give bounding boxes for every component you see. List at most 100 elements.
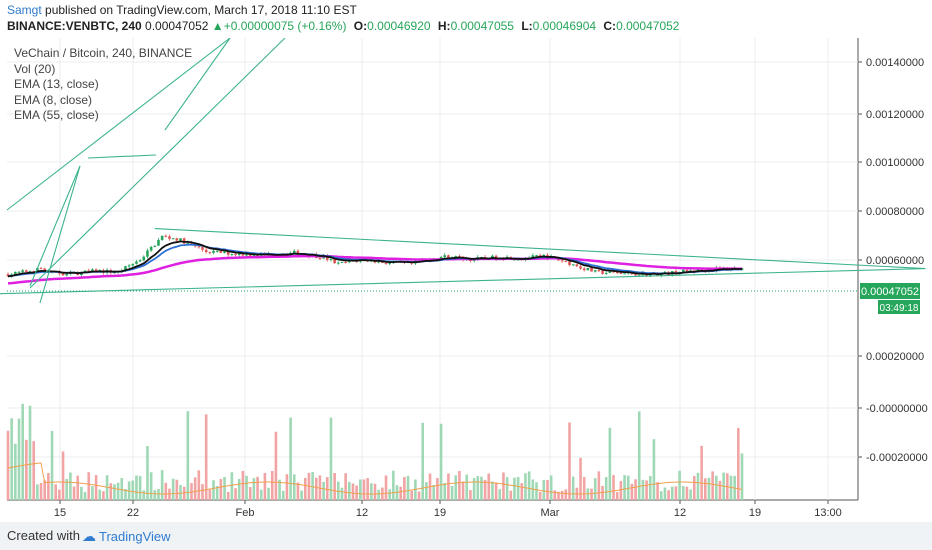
candle-body xyxy=(579,266,582,269)
y-tick-label: 0.00080000 xyxy=(866,206,924,218)
volume-bar xyxy=(472,478,476,500)
candle-body xyxy=(568,261,571,265)
candle-body xyxy=(142,256,146,261)
volume-bar xyxy=(568,422,571,500)
volume-bar xyxy=(399,486,402,500)
volume-bar xyxy=(373,483,377,500)
candle-body xyxy=(245,253,248,256)
volume-bar xyxy=(685,486,689,500)
volume-bar xyxy=(487,473,491,500)
volume-bar xyxy=(344,473,347,500)
price-chart[interactable]: 0.00140000 0.00120000 0.00100000 0.00080000… xyxy=(0,38,932,522)
candle-body xyxy=(186,242,190,244)
volume-bar xyxy=(696,472,700,500)
volume-bar xyxy=(259,489,263,500)
volume-bar xyxy=(230,472,234,500)
volume-bar xyxy=(201,484,204,500)
y-tick-label: 0.00100000 xyxy=(866,157,924,169)
volume-bar xyxy=(447,473,450,500)
candle-body xyxy=(542,254,546,256)
volume-bar xyxy=(513,477,516,500)
volume-bar xyxy=(237,478,241,500)
volume-bar xyxy=(355,485,358,500)
x-tick-label: 15 xyxy=(54,507,66,519)
fan-line xyxy=(164,38,231,131)
candle-body xyxy=(197,246,201,248)
volume-bar xyxy=(590,488,593,500)
volume-bar xyxy=(153,490,157,500)
x-tick-label: 12 xyxy=(674,507,686,519)
volume-bar xyxy=(182,486,186,500)
candle-body xyxy=(252,255,256,257)
publish-line: Samgt published on TradingView.com, Marc… xyxy=(7,3,357,17)
y-tick-label: 0.00060000 xyxy=(866,255,924,267)
volume-bar xyxy=(615,491,619,500)
x-tick-label: Feb xyxy=(236,507,255,519)
volume-bar xyxy=(146,446,149,500)
candle-body xyxy=(138,260,142,262)
volume-bar xyxy=(325,477,329,500)
volume-bar xyxy=(359,479,362,500)
low-value: 0.00046904 xyxy=(532,19,597,33)
volume-bar xyxy=(494,482,498,500)
volume-bar xyxy=(6,430,10,500)
fan-line xyxy=(29,38,286,289)
candle-body xyxy=(226,251,230,255)
volume-bar xyxy=(263,472,267,500)
volume-bar xyxy=(659,491,663,500)
fan-line xyxy=(87,154,157,159)
volume-bar xyxy=(43,480,46,500)
author-link[interactable]: Samgt xyxy=(7,3,42,17)
high-value: 0.00047055 xyxy=(450,19,514,33)
volume-bar xyxy=(47,473,50,500)
volume-bar xyxy=(520,483,524,500)
fan-line xyxy=(6,38,231,211)
candle-body xyxy=(234,253,237,255)
volume-bar xyxy=(17,418,21,500)
volume-bar xyxy=(608,427,612,500)
volume-bar xyxy=(715,475,718,500)
study-legend: VeChain / Bitcoin, 240, BINANCE Vol (20)… xyxy=(14,46,192,124)
volume-bar xyxy=(311,472,314,500)
volume-bar xyxy=(498,489,502,500)
volume-bar xyxy=(292,474,296,500)
candle-body xyxy=(615,272,619,274)
candle-body xyxy=(135,261,138,264)
volume-bar xyxy=(553,490,557,500)
volume-bar xyxy=(737,428,740,500)
candle-body xyxy=(43,268,46,272)
tradingview-logo[interactable]: ☁ TradingView xyxy=(82,528,171,545)
candle-body xyxy=(149,246,153,251)
volume-bar xyxy=(370,483,373,500)
volume-bar xyxy=(164,482,168,500)
candle-body xyxy=(61,273,65,276)
y-tick-label: 0.00120000 xyxy=(866,109,924,121)
volume-bar xyxy=(425,482,428,500)
volume-bar xyxy=(612,475,615,500)
volume-bar xyxy=(505,477,509,500)
legend-symbol: VeChain / Bitcoin, 240, BINANCE xyxy=(14,46,193,60)
legend-ema13: EMA (13, close) xyxy=(14,77,99,91)
volume-bar xyxy=(443,483,447,500)
volume-bar xyxy=(546,479,549,500)
candle-body xyxy=(237,253,241,255)
candle-body xyxy=(212,250,215,253)
volume-bar xyxy=(274,431,278,500)
volume-bar xyxy=(645,480,648,500)
legend-ema55: EMA (55, close) xyxy=(14,108,99,122)
last-price: 0.00047052 xyxy=(145,19,209,33)
candle-body xyxy=(113,272,116,274)
candle-body xyxy=(91,269,94,272)
candle-body xyxy=(388,262,391,264)
volume-bar xyxy=(652,439,656,500)
volume-bar xyxy=(241,470,245,500)
candle-body xyxy=(560,260,564,262)
candle-body xyxy=(571,264,575,266)
volume-bar xyxy=(531,479,535,500)
volume-bar xyxy=(392,470,395,500)
volume-bar xyxy=(406,475,410,500)
volume-bar xyxy=(91,486,94,500)
volume-bar xyxy=(226,491,230,500)
volume-bar xyxy=(296,482,300,500)
candle-body xyxy=(219,250,223,253)
